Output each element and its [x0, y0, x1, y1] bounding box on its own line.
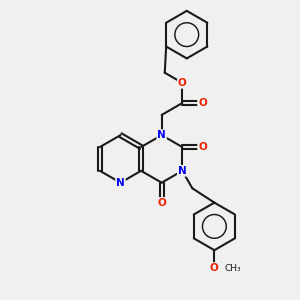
Text: O: O: [198, 98, 207, 108]
Text: N: N: [178, 166, 187, 176]
Text: O: O: [157, 198, 166, 208]
Text: CH₃: CH₃: [225, 263, 242, 272]
Text: N: N: [157, 130, 166, 140]
Text: N: N: [116, 178, 125, 188]
Text: O: O: [210, 263, 219, 273]
Text: O: O: [178, 78, 187, 88]
Text: O: O: [198, 142, 207, 152]
